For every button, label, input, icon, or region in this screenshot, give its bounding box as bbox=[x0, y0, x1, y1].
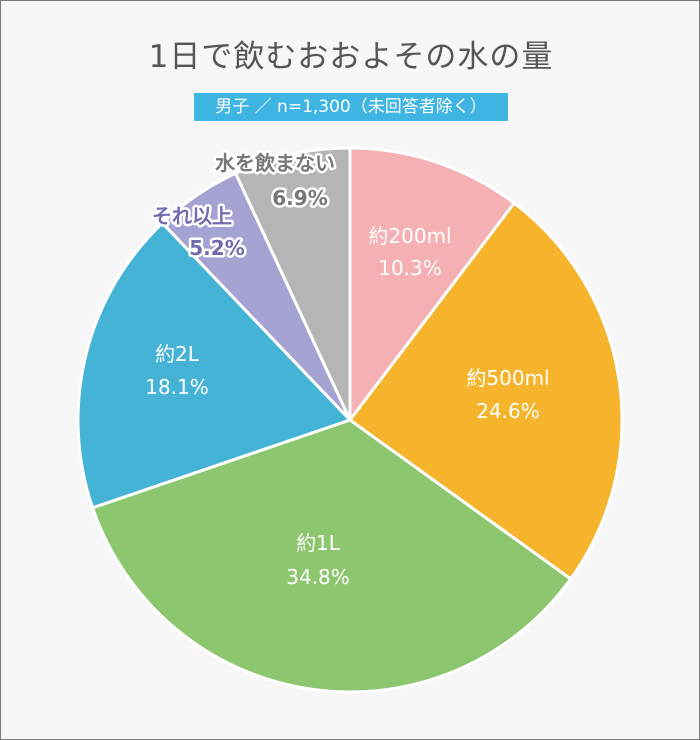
slice-value-1: 10.3% bbox=[378, 256, 442, 280]
slice-name-3: 約1L bbox=[296, 531, 341, 555]
pie-slice-4 bbox=[76, 221, 352, 510]
slice-value-6: 6.9% bbox=[272, 186, 327, 210]
chart-subtitle: 男子 ／ n=1,300（未回答者除く） bbox=[194, 93, 508, 121]
slice-name-6: 水を飲まない bbox=[215, 151, 335, 175]
pie-slice-1 bbox=[348, 146, 516, 422]
slice-name-1: 約200ml bbox=[368, 224, 451, 248]
pie-slice-6 bbox=[234, 146, 352, 422]
slice-value-5: 5.2% bbox=[189, 236, 244, 260]
slice-name-2: 約500ml bbox=[466, 366, 549, 390]
pie-slice-2 bbox=[348, 201, 624, 581]
slice-value-2: 24.6% bbox=[476, 399, 540, 423]
slice-value-3: 34.8% bbox=[286, 565, 350, 589]
pie-slice-3 bbox=[91, 418, 573, 694]
slice-value-4: 18.1% bbox=[145, 375, 209, 399]
slice-name-4: 約2L bbox=[155, 342, 200, 366]
chart-title: 1日で飲むおおよその水の量 bbox=[148, 39, 554, 75]
slice-name-5: それ以上 bbox=[152, 204, 232, 228]
